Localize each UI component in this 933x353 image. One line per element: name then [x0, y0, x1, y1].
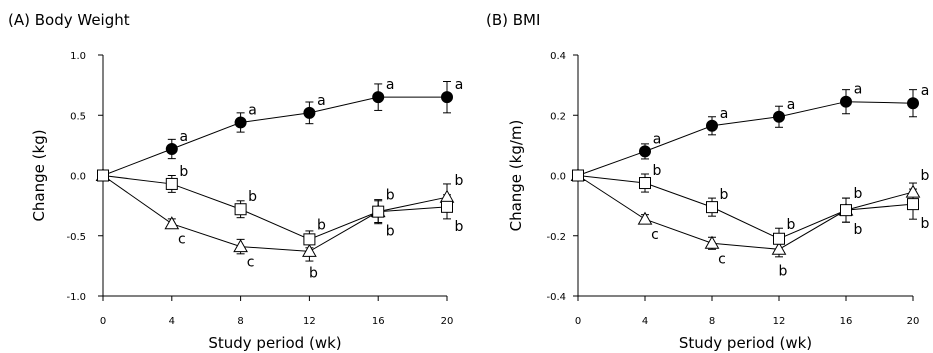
- data-point-open-square: [234, 203, 247, 216]
- x-tick-label: 8: [237, 316, 243, 327]
- y-axis-title: Change (kg/m): [507, 120, 525, 232]
- significance-label: b: [787, 217, 796, 233]
- y-tick-label: -0.2: [546, 232, 566, 243]
- series-line-open-square: [577, 175, 914, 240]
- data-point-open-square: [165, 177, 178, 190]
- significance-label: c: [651, 227, 659, 243]
- data-point-filled-circle: [840, 95, 852, 108]
- significance-label: b: [455, 219, 464, 235]
- x-tick-label: 0: [575, 316, 581, 327]
- data-point-filled-circle: [706, 119, 718, 132]
- series-line-filled-circle: [102, 96, 447, 176]
- data-point-open-square: [706, 201, 718, 214]
- significance-label: b: [854, 186, 863, 202]
- data-point-open-triangle: [302, 243, 317, 257]
- significance-label: a: [248, 102, 257, 118]
- x-tick-label: 20: [441, 316, 454, 327]
- data-point-open-square: [303, 233, 316, 246]
- x-tick-label: 12: [773, 316, 786, 327]
- y-tick-label: -1.0: [66, 292, 86, 303]
- chart-title: (B) BMI: [486, 11, 540, 29]
- x-tick-label: 4: [169, 316, 175, 327]
- x-tick-label: 0: [100, 316, 106, 327]
- series-line-open-triangle: [102, 175, 448, 252]
- significance-label: b: [386, 224, 395, 240]
- data-point-open-triangle: [771, 241, 787, 255]
- data-point-open-square: [572, 169, 584, 182]
- chart-panel-b: (B) BMI 0.4 0.2 0.0 -0.2 -0.4 0 4 8 12 16 20 Study p…: [486, 11, 930, 352]
- data-point-open-triangle: [637, 211, 653, 225]
- data-point-open-square: [840, 204, 852, 217]
- significance-label: a: [720, 106, 729, 122]
- x-tick-label: 4: [642, 316, 648, 327]
- significance-label: b: [720, 187, 729, 203]
- significance-label: a: [386, 77, 395, 93]
- significance-label: a: [317, 93, 326, 109]
- y-tick-label: 0.0: [70, 172, 86, 183]
- data-point-filled-circle: [234, 116, 247, 129]
- data-point-open-square: [639, 177, 651, 190]
- data-point-filled-circle: [441, 91, 453, 104]
- x-tick-label: 20: [907, 316, 920, 327]
- significance-label: a: [653, 131, 662, 147]
- significance-label: b: [854, 222, 863, 238]
- significance-label: c: [178, 232, 186, 248]
- data-point-open-triangle: [905, 184, 921, 198]
- data-point-filled-circle: [773, 110, 785, 123]
- series-line-filled-circle: [577, 101, 914, 176]
- y-tick-label: -0.5: [66, 232, 86, 243]
- significance-label: b: [317, 217, 326, 233]
- data-point-open-triangle: [233, 239, 248, 253]
- chart-panel-a: (A) Body Weight 1.0 0.5 0.0 -0.5 -1.0 0 4 8 12 16 2…: [8, 11, 464, 352]
- significance-label: b: [779, 263, 788, 279]
- significance-label: b: [179, 164, 188, 180]
- x-axis-title: Study period (wk): [679, 334, 812, 352]
- significance-label: b: [653, 163, 662, 179]
- significance-label: a: [787, 97, 796, 113]
- significance-label: a: [455, 77, 464, 93]
- significance-label: b: [921, 168, 930, 184]
- data-point-open-square: [441, 200, 453, 213]
- significance-label: b: [248, 189, 257, 205]
- data-point-open-triangle: [704, 235, 720, 249]
- significance-label: a: [921, 83, 930, 99]
- significance-label: b: [921, 216, 930, 232]
- series-line-open-square: [102, 175, 448, 240]
- y-tick-label: 0.4: [550, 51, 566, 62]
- y-tick-label: 0.2: [550, 111, 566, 122]
- data-point-filled-circle: [303, 106, 316, 119]
- x-tick-label: 16: [372, 316, 385, 327]
- y-tick-label: 0.5: [70, 111, 86, 122]
- significance-label: a: [854, 82, 863, 98]
- significance-label: b: [455, 173, 464, 189]
- data-point-filled-circle: [907, 97, 919, 110]
- y-tick-label: 1.0: [70, 51, 86, 62]
- data-point-open-square: [372, 205, 385, 218]
- chart-title: (A) Body Weight: [8, 11, 130, 29]
- x-axis-title: Study period (wk): [208, 334, 341, 352]
- data-point-open-square: [773, 232, 785, 245]
- series-line-open-triangle: [577, 175, 914, 250]
- significance-label: b: [386, 188, 395, 204]
- data-point-filled-circle: [165, 142, 178, 155]
- significance-label: c: [247, 255, 255, 271]
- y-tick-label: 0.0: [550, 172, 566, 183]
- y-tick-label: -0.4: [546, 292, 566, 303]
- data-point-open-triangle: [164, 216, 180, 230]
- data-point-open-square: [97, 169, 109, 182]
- data-point-open-square: [907, 198, 919, 211]
- y-axis-title: Change (kg): [30, 129, 48, 221]
- data-point-filled-circle: [372, 91, 385, 104]
- x-tick-label: 12: [303, 316, 316, 327]
- significance-label: b: [309, 265, 318, 281]
- significance-label: a: [180, 129, 189, 145]
- x-tick-label: 8: [709, 316, 715, 327]
- significance-label: c: [718, 251, 726, 267]
- x-tick-label: 16: [840, 316, 853, 327]
- data-point-open-triangle: [439, 189, 455, 203]
- data-point-filled-circle: [639, 145, 651, 158]
